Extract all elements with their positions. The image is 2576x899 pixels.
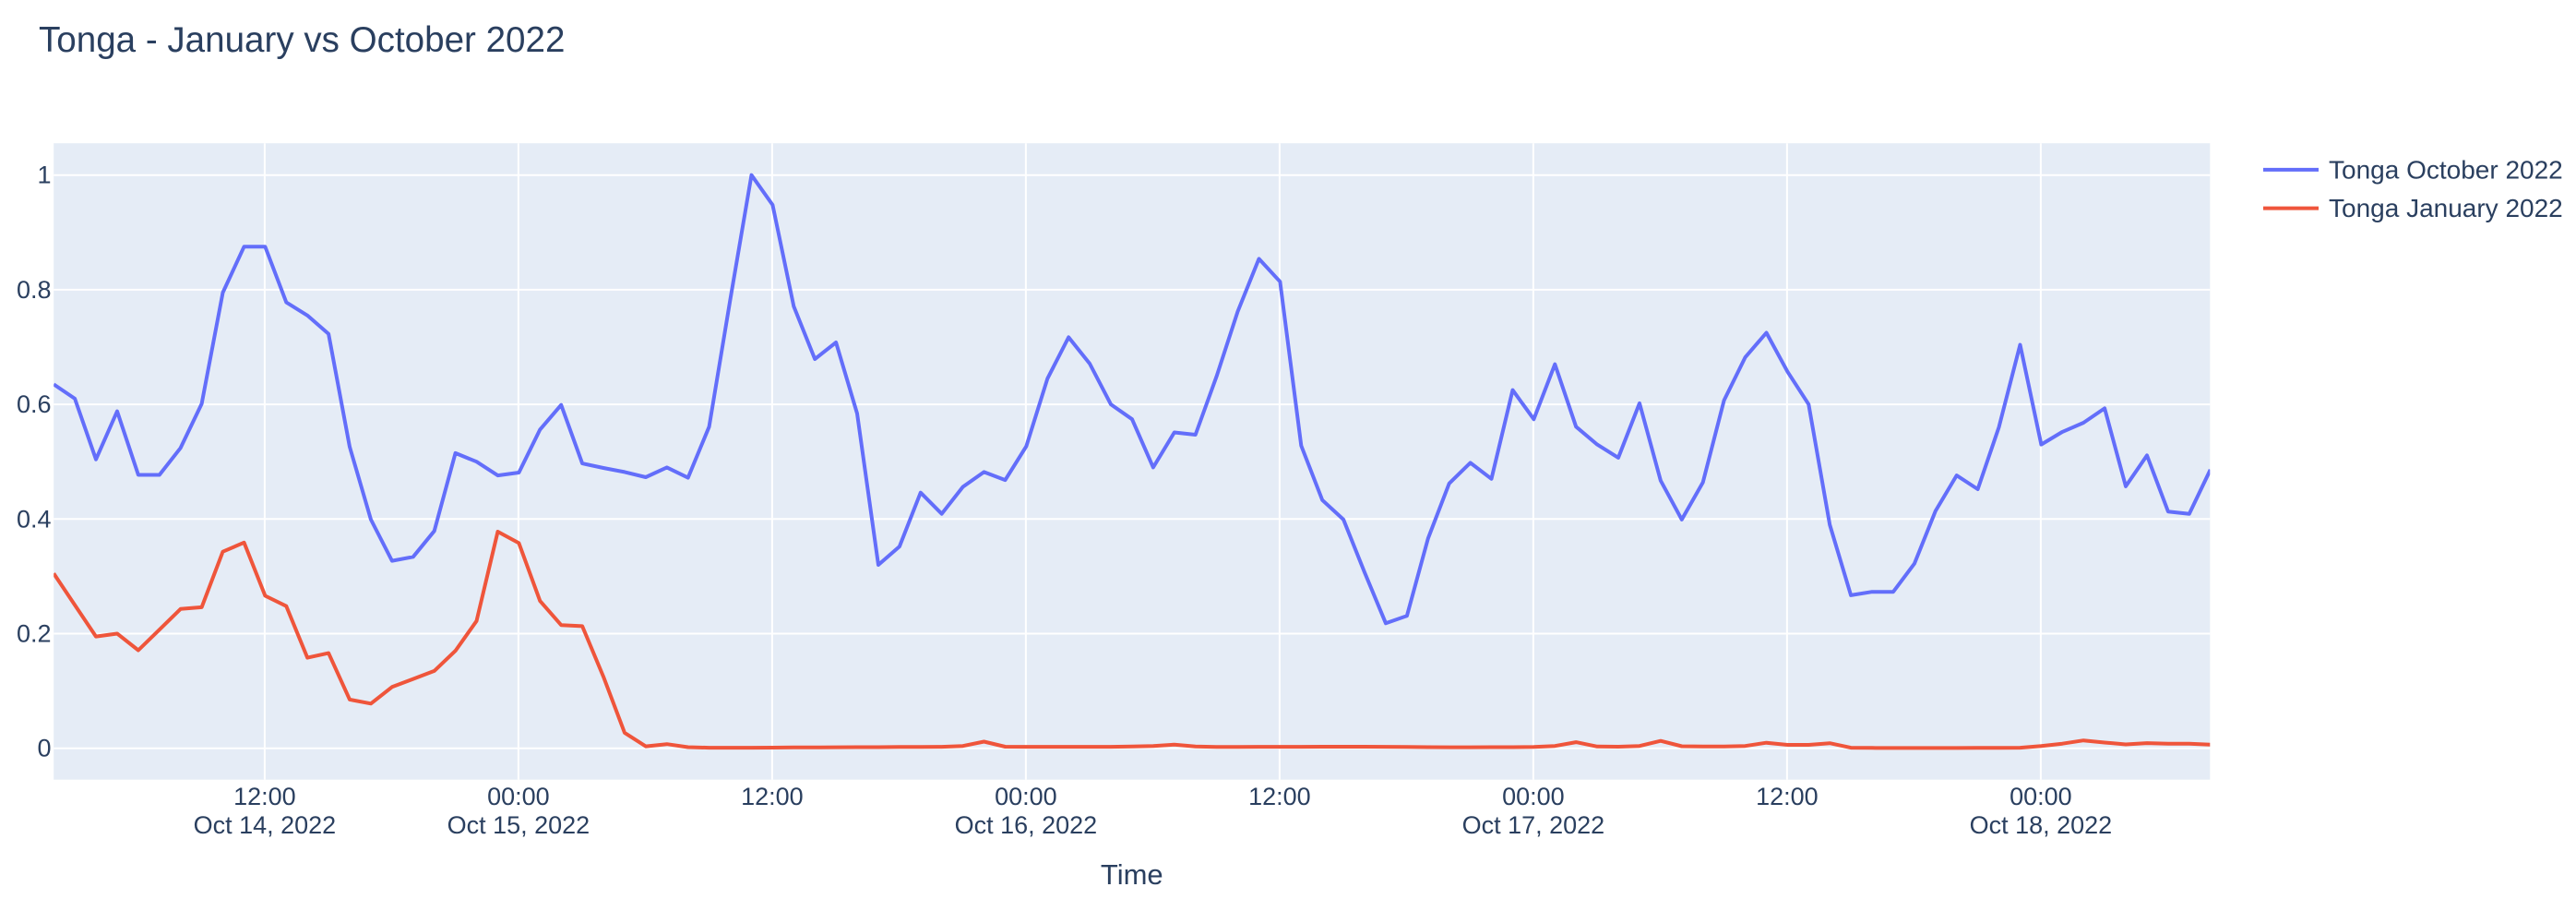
svg-text:0.6: 0.6 — [17, 390, 52, 418]
svg-text:Oct 18, 2022: Oct 18, 2022 — [1970, 811, 2113, 839]
svg-text:12:00: 12:00 — [741, 783, 804, 810]
svg-text:0.2: 0.2 — [17, 620, 52, 648]
svg-text:12:00: 12:00 — [1756, 783, 1819, 810]
svg-text:0.8: 0.8 — [17, 276, 52, 304]
svg-text:12:00: 12:00 — [233, 783, 296, 810]
svg-text:Oct 14, 2022: Oct 14, 2022 — [194, 811, 337, 839]
svg-text:Oct 17, 2022: Oct 17, 2022 — [1462, 811, 1605, 839]
svg-text:1: 1 — [37, 162, 51, 189]
svg-text:00:00: 00:00 — [995, 783, 1057, 810]
svg-text:Tonga - January vs October 202: Tonga - January vs October 2022 — [39, 20, 565, 60]
svg-text:12:00: 12:00 — [1248, 783, 1311, 810]
svg-text:Tonga January 2022: Tonga January 2022 — [2329, 194, 2563, 222]
svg-text:Oct 15, 2022: Oct 15, 2022 — [447, 811, 590, 839]
svg-text:0: 0 — [37, 735, 51, 762]
svg-text:Oct 16, 2022: Oct 16, 2022 — [955, 811, 1098, 839]
svg-text:0.4: 0.4 — [17, 505, 52, 533]
svg-text:00:00: 00:00 — [2010, 783, 2072, 810]
svg-text:Time: Time — [1101, 858, 1163, 891]
svg-text:Tonga October 2022: Tonga October 2022 — [2329, 156, 2563, 185]
svg-text:00:00: 00:00 — [487, 783, 550, 810]
svg-text:00:00: 00:00 — [1502, 783, 1565, 810]
